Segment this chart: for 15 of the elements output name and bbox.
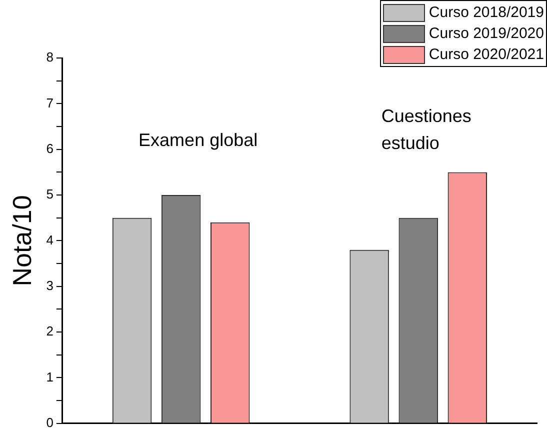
annotation: Cuestiones estudio: [381, 106, 472, 153]
y-tick-label: 6: [46, 140, 54, 156]
y-tick-label: 0: [46, 414, 54, 430]
y-tick-label: 4: [46, 232, 54, 248]
y-tick-label: 1: [46, 369, 54, 384]
annotation: Examen global: [138, 130, 258, 150]
y-axis-title: Nota/10: [6, 195, 37, 286]
y-tick-label: 5: [46, 186, 54, 202]
legend-label: Curso 2020/2021: [428, 46, 544, 63]
legend-label: Curso 2018/2019: [428, 4, 544, 21]
y-tick-label: 2: [46, 324, 54, 339]
y-tick-label: 7: [46, 95, 54, 110]
y-tick-label: 3: [46, 278, 54, 293]
y-tick-label: 8: [46, 50, 54, 65]
legend-label: Curso 2019/2020: [428, 25, 544, 42]
